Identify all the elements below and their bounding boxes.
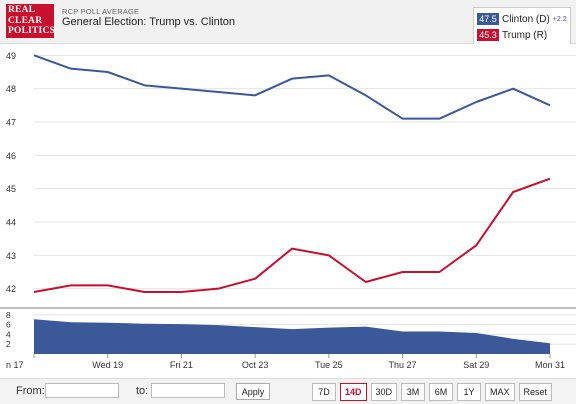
range-7d-button[interactable]: 7D <box>312 383 336 401</box>
legend-item-trump[interactable]: 45.3 Trump (R) <box>477 28 547 42</box>
range-1y-button[interactable]: 1Y <box>457 383 482 401</box>
to-date-input[interactable] <box>151 383 225 398</box>
legend-name-trump: Trump (R) <box>502 29 548 41</box>
range-14d-button[interactable]: 14D <box>340 383 367 401</box>
legend-value-trump: 45.3 <box>477 29 499 41</box>
logo-line-3: POLITICS <box>8 26 56 36</box>
rcp-logo[interactable]: REAL CLEAR POLITICS <box>6 4 56 38</box>
y-tick-label: 42 <box>6 284 16 294</box>
y-tick-label: 44 <box>6 218 16 228</box>
apply-button[interactable]: Apply <box>236 383 270 400</box>
from-date-input[interactable] <box>45 383 119 398</box>
y-tick-label: 47 <box>6 118 16 128</box>
y-tick-label: 43 <box>6 251 16 261</box>
range-max-button[interactable]: MAX <box>485 383 515 401</box>
to-label: to: <box>136 385 149 397</box>
chart-legend: 47.5 Clinton (D) +2.2 45.3 Trump (R) <box>473 7 571 45</box>
reset-button[interactable]: Reset <box>518 383 553 401</box>
y-tick-label: 46 <box>6 151 16 161</box>
chart-subtitle: RCP POLL AVERAGE <box>62 7 140 16</box>
range-6m-button[interactable]: 6M <box>429 383 454 401</box>
logo-line-2: CLEAR <box>8 15 43 26</box>
spread-tick-label: 2 <box>6 339 11 349</box>
from-label: From: <box>16 385 45 397</box>
x-tick-label: Tue 25 <box>315 360 343 370</box>
y-tick-label: 49 <box>6 51 16 61</box>
legend-name-clinton: Clinton (D) <box>502 13 550 25</box>
x-tick-label: Wed 19 <box>92 360 123 370</box>
logo-line-1: REAL <box>8 5 36 15</box>
x-tick-label: Mon 31 <box>535 360 565 370</box>
y-tick-label: 48 <box>6 84 16 94</box>
legend-item-clinton[interactable]: 47.5 Clinton (D) +2.2 <box>477 12 567 26</box>
legend-spread: +2.2 <box>552 15 567 23</box>
x-tick-label: Sat 29 <box>463 360 489 370</box>
x-tick-label: n 17 <box>6 360 24 370</box>
spread-tick-label: 6 <box>6 320 11 330</box>
spread-tick-label: 4 <box>6 329 11 339</box>
spread-tick-label: 8 <box>6 310 11 320</box>
series-line-clinton <box>33 54 551 120</box>
range-3m-button[interactable]: 3M <box>401 383 426 401</box>
range-selector: 7D 14D 30D 3M 6M 1Y MAX Reset <box>312 383 553 401</box>
x-tick-label: Oct 23 <box>242 360 269 370</box>
chart-title: General Election: Trump vs. Clinton <box>62 16 236 28</box>
spread-area <box>34 319 550 354</box>
x-tick-label: Thu 27 <box>389 360 417 370</box>
x-tick-label: Fri 21 <box>170 360 193 370</box>
range-30d-button[interactable]: 30D <box>370 383 398 401</box>
legend-value-clinton: 47.5 <box>477 13 499 25</box>
y-tick-label: 45 <box>6 184 16 194</box>
series-line-trump <box>33 177 551 293</box>
chart-footer: From: to: Apply 7D 14D 30D 3M 6M 1Y MAX … <box>0 378 576 404</box>
